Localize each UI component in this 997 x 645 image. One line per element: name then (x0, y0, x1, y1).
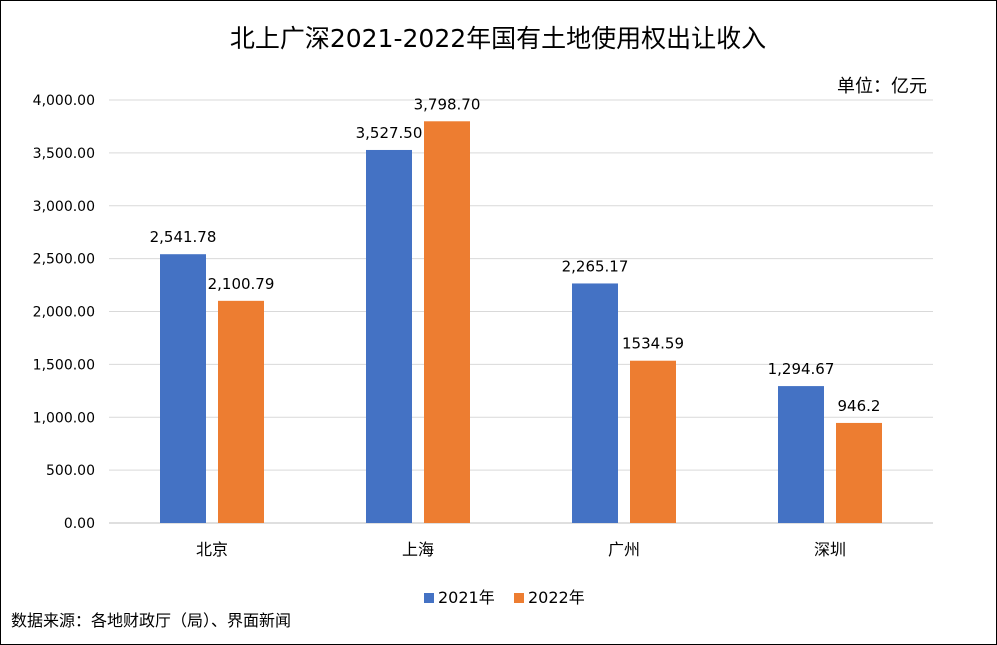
data-label: 3,527.50 (356, 124, 423, 142)
y-tick-label: 2,000.00 (33, 305, 95, 321)
y-tick-label: 3,500.00 (33, 146, 95, 162)
y-tick-label: 1,500.00 (33, 357, 95, 373)
legend-label: 2022年 (528, 588, 585, 607)
x-tick-label: 上海 (402, 540, 434, 559)
y-tick-label: 0.00 (64, 516, 95, 532)
legend-label: 2021年 (438, 588, 495, 607)
bar-1-4 (778, 386, 824, 523)
x-tick-label: 深圳 (814, 540, 846, 559)
unit-label: 单位：亿元 (837, 76, 927, 97)
data-label: 946.2 (838, 397, 881, 415)
x-axis-ticks: 北京 上海 广州 深圳 (196, 540, 846, 559)
bar-2-4 (836, 422, 882, 523)
bars (160, 121, 882, 524)
source-note: 数据来源：各地财政厅（局）、界面新闻 (11, 611, 291, 630)
data-label: 1,294.67 (768, 360, 835, 378)
y-tick-label: 3,000.00 (33, 199, 95, 215)
x-tick-label: 广州 (608, 540, 640, 559)
chart-title: 北上广深2021-2022年国有土地使用权出让收入 (230, 24, 766, 53)
bar-1-1 (160, 254, 206, 523)
data-label: 1534.59 (622, 335, 684, 353)
y-axis-ticks: 0.00 500.00 1,000.00 1,500.00 2,000.00 2,500.… (33, 93, 95, 532)
bar-2-1 (218, 300, 264, 523)
bar-2-2 (424, 121, 470, 523)
data-label: 2,541.78 (150, 228, 217, 246)
bar-1-3 (572, 283, 618, 523)
legend: 2021年 2022年 (424, 588, 585, 607)
y-tick-label: 2,500.00 (33, 252, 95, 268)
y-tick-label: 1,000.00 (33, 410, 95, 426)
y-tick-label: 500.00 (46, 463, 95, 479)
data-label: 3,798.70 (414, 95, 481, 113)
y-tick-label: 4,000.00 (33, 93, 95, 109)
bar-2-3 (630, 360, 676, 523)
data-label: 2,100.79 (208, 275, 275, 293)
legend-swatch (514, 593, 524, 603)
x-tick-label: 北京 (196, 540, 228, 559)
data-label: 2,265.17 (562, 257, 629, 275)
legend-swatch (424, 593, 434, 603)
bar-1-2 (366, 149, 412, 524)
data-labels: 2,541.78 2,100.79 3,527.50 3,798.70 2,265.17… (150, 95, 881, 415)
